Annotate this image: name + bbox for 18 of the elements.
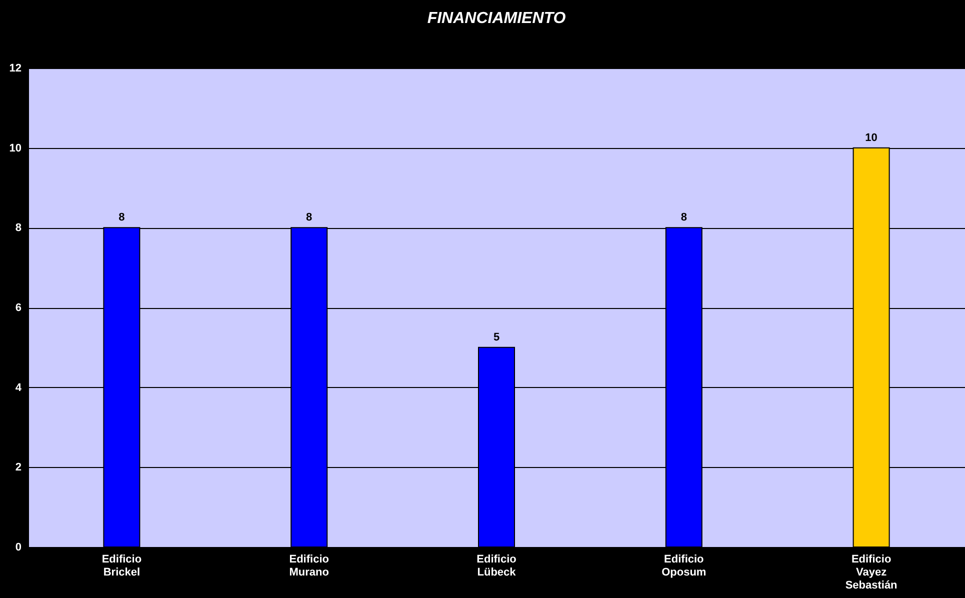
data-label: 5 bbox=[493, 331, 500, 344]
x-tick-label: Edificio Oposum bbox=[662, 554, 706, 578]
y-tick-label: 6 bbox=[15, 302, 22, 314]
y-tick-label: 10 bbox=[9, 142, 22, 154]
x-tick-label: Edificio Brickel bbox=[102, 554, 142, 578]
data-label: 10 bbox=[865, 132, 878, 144]
y-tick-label: 8 bbox=[15, 222, 22, 234]
data-label: 8 bbox=[680, 212, 687, 224]
data-label: 8 bbox=[306, 212, 312, 224]
y-tick-label: 0 bbox=[15, 542, 22, 554]
x-tick-label: Edificio Murano bbox=[289, 554, 330, 578]
x-tick-label: Edificio Vayez Sebastián bbox=[845, 554, 898, 592]
y-tick-label: 12 bbox=[9, 62, 22, 74]
x-tick-label: Edificio Lübeck bbox=[476, 554, 517, 578]
y-tick-label: 2 bbox=[15, 462, 22, 474]
chart-title: FINANCIAMIENTO bbox=[427, 10, 566, 27]
data-label: 8 bbox=[118, 212, 125, 224]
y-tick-label: 4 bbox=[15, 382, 22, 394]
